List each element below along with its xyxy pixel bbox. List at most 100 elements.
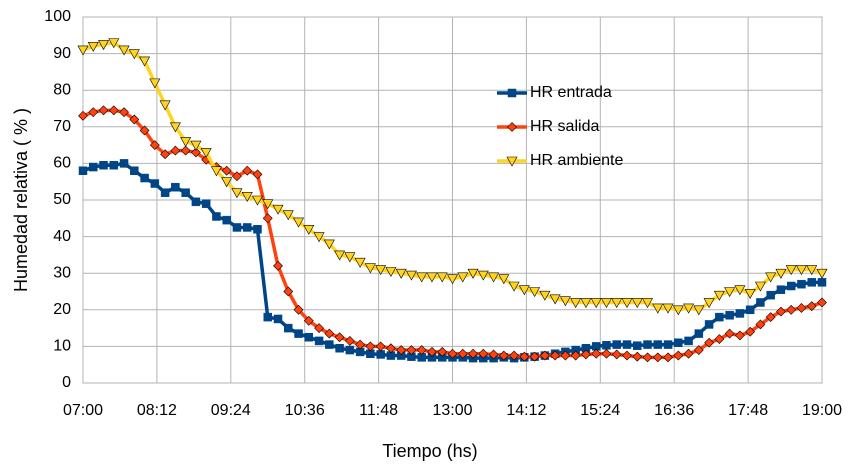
marker: [273, 260, 283, 271]
marker: [506, 156, 518, 167]
marker: [633, 341, 642, 350]
x-tick-label: 17:48: [728, 402, 768, 419]
marker: [776, 306, 786, 317]
marker: [600, 298, 612, 309]
y-tick-label: 70: [53, 118, 71, 135]
marker: [498, 274, 510, 285]
marker: [345, 345, 355, 355]
marker: [159, 100, 171, 111]
marker: [713, 290, 725, 301]
x-tick-label: 14:12: [506, 402, 546, 419]
marker: [467, 268, 479, 279]
marker: [437, 346, 448, 357]
marker: [786, 304, 797, 315]
marker: [642, 298, 654, 309]
marker: [725, 311, 734, 320]
marker: [756, 298, 765, 307]
marker: [612, 340, 621, 349]
marker: [672, 305, 684, 316]
marker: [130, 166, 139, 175]
marker: [303, 315, 314, 326]
marker: [674, 338, 683, 347]
y-tick-label: 20: [53, 301, 71, 318]
x-tick-label: 13:00: [432, 402, 472, 419]
y-tick-label: 60: [53, 155, 71, 172]
marker: [724, 328, 735, 339]
marker: [745, 305, 755, 315]
marker: [622, 350, 632, 361]
marker: [118, 45, 130, 56]
marker: [775, 268, 787, 279]
marker: [652, 303, 664, 314]
marker: [212, 212, 221, 221]
marker: [98, 40, 110, 51]
marker: [241, 192, 253, 202]
marker: [181, 188, 190, 197]
marker: [334, 332, 345, 343]
marker: [119, 107, 129, 118]
marker: [119, 159, 129, 168]
marker: [180, 137, 192, 148]
marker: [591, 348, 602, 359]
marker: [786, 281, 796, 291]
marker: [416, 272, 428, 283]
marker: [507, 122, 517, 132]
marker: [314, 336, 324, 346]
marker: [765, 312, 776, 323]
marker: [785, 265, 797, 276]
marker: [325, 340, 334, 349]
x-tick-label: 07:00: [63, 402, 103, 419]
marker: [507, 88, 517, 98]
plot-frame: [82, 16, 823, 384]
marker: [210, 166, 222, 177]
marker: [355, 339, 366, 350]
marker: [364, 263, 376, 274]
marker: [570, 298, 582, 309]
marker: [293, 304, 304, 315]
marker: [365, 341, 376, 352]
marker: [304, 333, 314, 342]
marker: [744, 289, 756, 299]
marker: [88, 107, 99, 118]
marker: [498, 350, 509, 361]
marker: [232, 223, 242, 232]
marker: [231, 188, 243, 199]
marker: [108, 105, 119, 116]
marker: [252, 169, 263, 180]
marker: [99, 160, 108, 170]
marker: [108, 38, 120, 49]
marker: [323, 239, 335, 250]
y-tick-label: 30: [53, 264, 71, 281]
x-tick-label: 15:24: [580, 402, 620, 419]
marker: [375, 341, 386, 352]
marker: [477, 270, 489, 281]
y-tick-label: 80: [53, 81, 71, 98]
marker: [395, 268, 407, 279]
legend-label: HR salida: [530, 118, 599, 135]
marker: [149, 78, 161, 89]
marker: [488, 349, 499, 360]
marker: [621, 298, 633, 309]
marker: [334, 250, 346, 261]
marker: [149, 140, 160, 151]
marker: [807, 278, 816, 287]
marker: [313, 232, 325, 243]
marker: [673, 350, 684, 361]
marker: [816, 268, 828, 279]
marker: [703, 298, 715, 309]
marker: [396, 345, 407, 355]
marker: [222, 215, 231, 225]
marker: [529, 351, 540, 362]
marker: [550, 350, 561, 361]
marker: [622, 340, 632, 349]
marker: [191, 197, 201, 207]
marker: [98, 105, 109, 116]
marker: [653, 340, 663, 349]
marker: [405, 270, 417, 281]
marker: [735, 309, 745, 318]
marker: [140, 173, 149, 183]
marker: [406, 345, 417, 355]
marker: [376, 350, 385, 359]
marker: [324, 328, 335, 339]
marker: [128, 49, 140, 60]
